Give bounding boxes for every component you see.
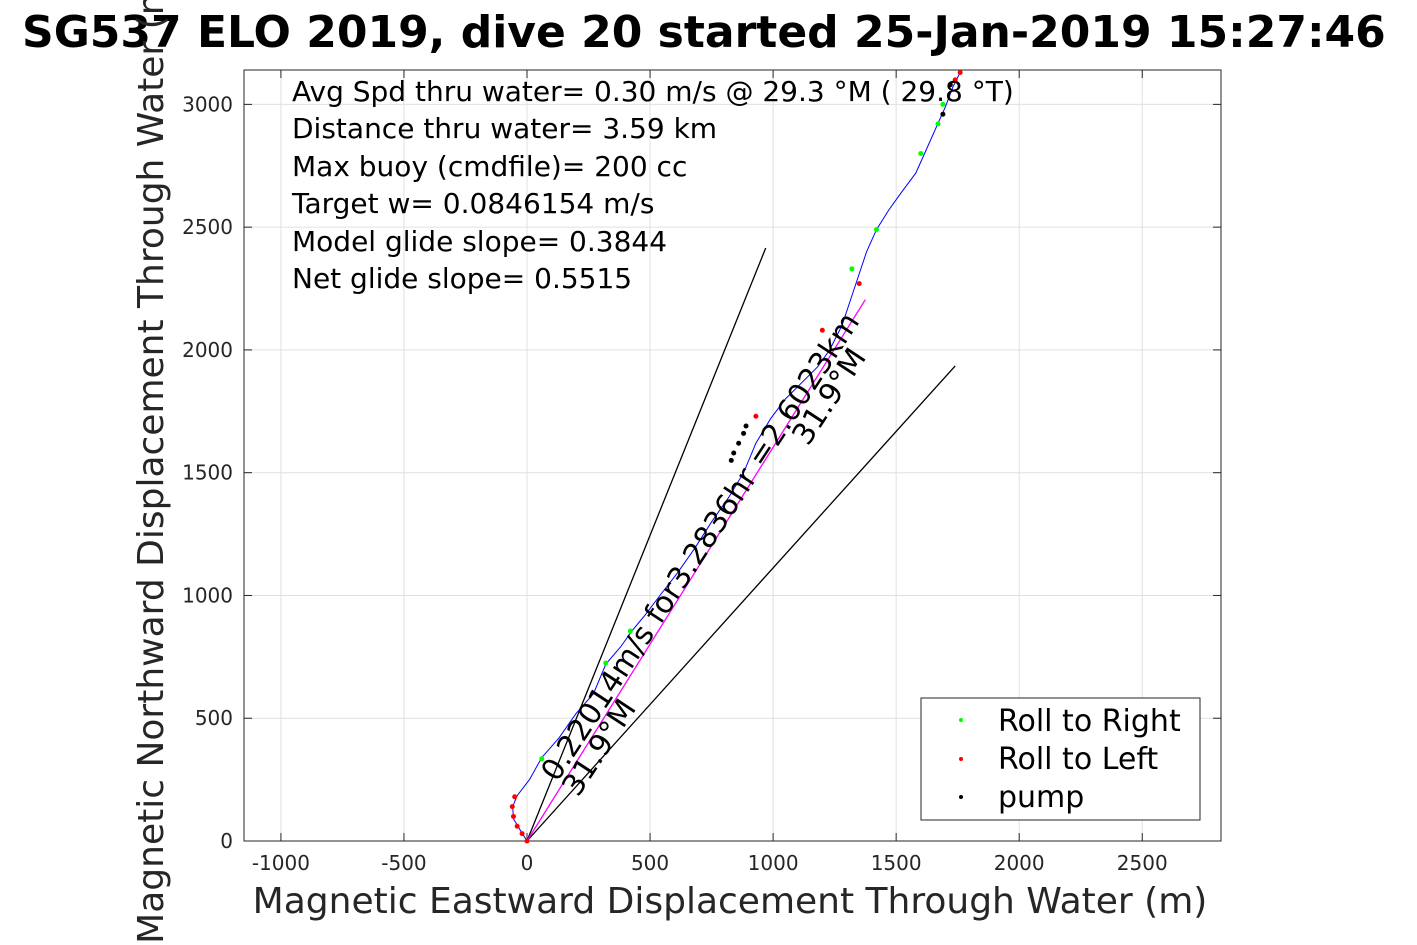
legend-label-roll-left: Roll to Left	[998, 742, 1158, 777]
pump-point	[736, 440, 742, 446]
annotation-block: Avg Spd thru water= 0.30 m/s @ 29.3 °M (…	[291, 75, 1014, 295]
x-tick-label: -1000	[252, 851, 310, 875]
roll-to-left-point	[952, 77, 958, 83]
x-axis-label: Magnetic Eastward Displacement Through W…	[253, 881, 1208, 922]
x-tick-label: 500	[631, 851, 669, 875]
pump-point	[743, 423, 749, 429]
roll-to-left-point	[957, 69, 963, 75]
chart-title: SG537 ELO 2019, dive 20 started 25-Jan-2…	[22, 7, 1386, 58]
y-tick-label: 500	[195, 706, 233, 730]
pump-point	[940, 111, 946, 117]
x-tick-label: -500	[381, 851, 426, 875]
series-layer	[509, 69, 963, 844]
annotation-avg-speed: Avg Spd thru water= 0.30 m/s @ 29.3 °M (…	[292, 75, 1014, 108]
legend-marker-pump	[959, 795, 963, 799]
legend-box	[920, 697, 1201, 821]
roll-to-left-point	[512, 794, 518, 800]
x-tick-label: 0	[521, 851, 534, 875]
drift-line	[526, 299, 866, 842]
pump-point	[947, 82, 953, 88]
roll-to-left-point	[514, 823, 520, 829]
roll-to-right-point	[935, 121, 941, 127]
annotation-model-glide: Model glide slope= 0.3844	[292, 225, 667, 258]
lower-envelope-line	[526, 365, 956, 842]
x-tick-label: 1500	[871, 851, 922, 875]
legend-marker-roll-left	[959, 757, 963, 761]
roll-to-left-point	[753, 413, 759, 419]
y-tick-label: 1500	[182, 461, 233, 485]
roll-to-left-point	[524, 838, 530, 844]
x-tick-label: 2000	[994, 851, 1045, 875]
roll-to-right-point	[603, 660, 609, 666]
upper-envelope-line	[526, 247, 767, 842]
pump-point	[728, 457, 734, 463]
plot-frame	[243, 69, 1222, 842]
y-tick-label: 3000	[182, 92, 233, 116]
drift-label: 0.22014m/s for3.2836hr =2.6023km	[534, 306, 867, 787]
annotation-max-buoy: Max buoy (cmdfile)= 200 cc	[292, 150, 687, 183]
roll-to-right-point	[539, 756, 545, 762]
tick-layer: -1000 -500 0 500 1000 1500 2000 2500 0 500 1000 150…	[182, 70, 1221, 875]
legend-label-roll-right: Roll to Right	[998, 704, 1181, 739]
roll-to-right-point	[627, 628, 633, 634]
track-line	[512, 72, 961, 842]
roll-to-right-point	[918, 150, 924, 156]
annotation-net-glide: Net glide slope= 0.5515	[292, 262, 632, 295]
legend: Roll to Right Roll to Left pump	[920, 697, 1201, 821]
y-tick-label: 1000	[182, 583, 233, 607]
y-tick-label: 0	[220, 829, 233, 853]
pump-point	[731, 450, 737, 456]
legend-label-pump: pump	[998, 780, 1084, 815]
roll-to-right-point	[849, 266, 855, 272]
roll-to-left-point	[819, 327, 825, 333]
roll-to-right-point	[873, 227, 879, 233]
legend-marker-roll-right	[959, 718, 963, 722]
roll-to-left-point	[856, 281, 862, 287]
x-tick-label: 1000	[748, 851, 799, 875]
annotation-target-w: Target w= 0.0846154 m/s	[291, 187, 654, 220]
y-tick-label: 2000	[182, 338, 233, 362]
x-tick-label: 2500	[1117, 851, 1168, 875]
annotation-distance: Distance thru water= 3.59 km	[292, 112, 717, 145]
roll-to-right-point	[940, 101, 946, 107]
roll-to-left-point	[509, 804, 515, 810]
line-layer	[512, 72, 961, 842]
roll-to-left-point	[510, 813, 516, 819]
pump-point	[741, 430, 747, 436]
grid-layer	[244, 70, 1221, 842]
y-tick-label: 2500	[182, 215, 233, 239]
roll-to-left-point	[519, 831, 525, 837]
y-axis-label: Magnetic Northward Displacement Through …	[131, 0, 172, 944]
